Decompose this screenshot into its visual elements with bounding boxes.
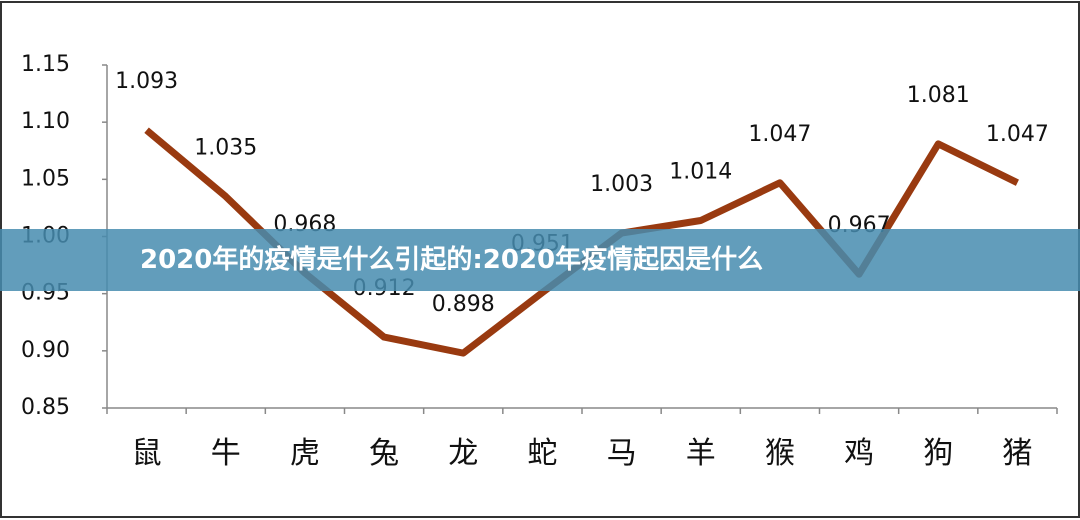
x-tick-label: 猴 bbox=[765, 436, 795, 471]
data-label: 1.093 bbox=[115, 69, 178, 94]
x-tick-label: 羊 bbox=[686, 436, 716, 471]
x-tick-label: 猪 bbox=[1002, 436, 1032, 471]
x-tick-label: 牛 bbox=[211, 436, 241, 471]
data-label: 1.014 bbox=[669, 159, 732, 184]
data-label: 1.047 bbox=[748, 122, 811, 147]
y-tick-label: 0.85 bbox=[21, 395, 70, 420]
x-tick-label: 蛇 bbox=[527, 436, 557, 471]
x-tick-label: 兔 bbox=[369, 436, 399, 471]
x-tick-label: 鸡 bbox=[844, 436, 874, 471]
data-label: 1.047 bbox=[986, 122, 1049, 147]
y-tick-label: 1.05 bbox=[21, 166, 70, 191]
x-tick-label: 狗 bbox=[923, 436, 953, 471]
x-tick-label: 虎 bbox=[290, 436, 320, 471]
y-tick-label: 0.90 bbox=[21, 338, 70, 363]
banner: 2020年的疫情是什么引起的:2020年疫情起因是什么 bbox=[0, 229, 1080, 291]
x-tick-label: 马 bbox=[607, 436, 637, 471]
data-label: 1.035 bbox=[194, 135, 257, 160]
data-label: 1.003 bbox=[590, 172, 653, 197]
data-label: 0.898 bbox=[432, 292, 495, 317]
data-label: 1.081 bbox=[907, 83, 970, 108]
y-tick-label: 1.10 bbox=[21, 109, 70, 134]
x-tick-label: 龙 bbox=[448, 436, 478, 471]
y-tick-label: 1.15 bbox=[21, 52, 70, 77]
x-tick-label: 鼠 bbox=[132, 436, 162, 471]
banner-title: 2020年的疫情是什么引起的:2020年疫情起因是什么 bbox=[140, 245, 764, 275]
